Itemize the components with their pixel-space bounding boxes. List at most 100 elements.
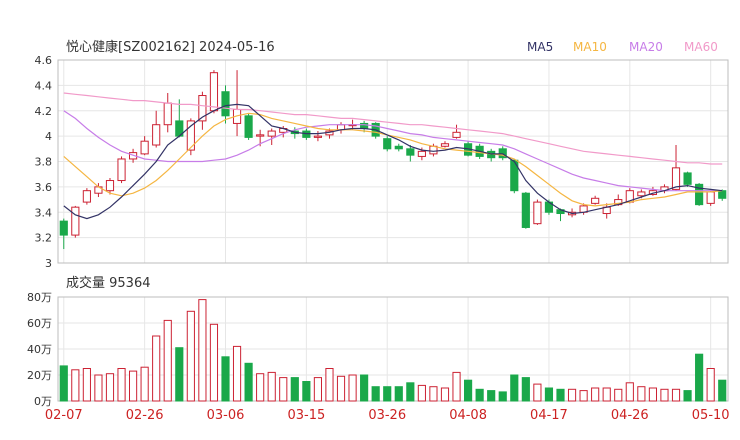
candle-body [695, 183, 704, 206]
price-tick-label: 3.2 [35, 232, 53, 245]
volume-bar [163, 319, 172, 402]
candle [591, 195, 600, 205]
volume-bar [279, 377, 288, 402]
candle-body [198, 95, 207, 122]
price-tick-label: 4 [45, 130, 52, 143]
price-tick-label: 4.2 [35, 105, 53, 118]
candle [498, 146, 507, 161]
legend-ma20: MA20 [629, 40, 663, 54]
ma20-line [63, 110, 723, 192]
candle-body [440, 143, 450, 147]
candle [394, 143, 403, 152]
candle-body [591, 197, 600, 204]
volume-bar [117, 368, 126, 402]
legend-ma5: MA5 [527, 40, 553, 54]
candle [440, 141, 450, 148]
candle-body [706, 191, 715, 204]
date-tick-label: 02-26 [126, 408, 164, 423]
candle-body [718, 190, 727, 199]
volume-bar [325, 368, 334, 402]
volume-bar [417, 384, 426, 402]
volume-bar [683, 390, 692, 402]
volume-bar [521, 377, 530, 402]
volume-label: 成交量 95364 [66, 275, 151, 291]
candle [82, 188, 91, 205]
volume-axis: 80万 60万 40万 20万 0万 [27, 291, 52, 408]
date-tick-label: 03-06 [207, 408, 245, 423]
volume-tick-label: 60万 [27, 317, 52, 330]
volume-bar [175, 347, 184, 402]
candle-body [244, 115, 253, 138]
candle-body [163, 102, 172, 126]
volume-tick-label: 40万 [27, 343, 52, 356]
candle [117, 156, 126, 184]
candle [221, 85, 230, 124]
date-tick-label: 04-17 [530, 408, 568, 423]
volume-bar [82, 368, 91, 402]
volume-bar [464, 379, 473, 402]
candle [198, 91, 207, 130]
volume-bar [371, 386, 380, 402]
candle [683, 171, 692, 187]
price-grid [58, 59, 728, 264]
volume-bar [348, 374, 357, 402]
candle [163, 92, 172, 133]
chart-title: 悦心健康[SZ002162] 2024-05-16 [66, 39, 275, 55]
candle [232, 70, 242, 137]
price-panel-frame [57, 59, 729, 264]
volume-bar [290, 377, 299, 402]
candle-body [105, 180, 115, 192]
candle [533, 199, 542, 225]
volume-bar [718, 379, 727, 402]
volume-tick-label: 0万 [34, 395, 52, 408]
candle [706, 190, 715, 206]
volume-bar [105, 373, 115, 402]
volume-bar [267, 371, 276, 402]
candle [671, 145, 681, 191]
candle [105, 177, 115, 195]
date-tick-label: 02-07 [45, 408, 83, 423]
volume-bar [129, 370, 138, 402]
candle-body [683, 172, 692, 185]
date-tick-label: 04-08 [449, 408, 487, 423]
volume-bar [556, 388, 565, 402]
volume-bar [498, 391, 507, 402]
volume-bar [567, 388, 577, 402]
volume-bar [244, 362, 253, 402]
candle [487, 148, 496, 162]
volume-bar [533, 383, 542, 402]
volume-bar [671, 388, 681, 402]
candle [152, 110, 161, 148]
candle [71, 205, 80, 238]
candle [452, 124, 461, 139]
candle-body [406, 148, 415, 156]
candle-body [510, 159, 519, 192]
candle [175, 99, 184, 138]
candle-body [417, 150, 426, 157]
price-tick-label: 4.6 [35, 54, 53, 67]
price-tick-label: 3.6 [35, 181, 53, 194]
volume-tick-label: 20万 [27, 369, 52, 382]
price-tick-label: 4.4 [35, 79, 53, 92]
volume-bar [544, 387, 554, 402]
candle [302, 128, 311, 140]
candle [602, 203, 611, 219]
date-tick-label: 05-10 [692, 408, 730, 423]
candle [267, 128, 276, 146]
candle-body [313, 135, 322, 138]
volume-bar [198, 299, 207, 402]
candle [244, 113, 253, 140]
volume-bar [406, 382, 415, 402]
date-tick-label: 03-26 [368, 408, 406, 423]
ma10-line [63, 112, 723, 207]
volume-bar [59, 365, 68, 402]
volume-bar [440, 387, 450, 402]
candle [186, 118, 195, 156]
candle [660, 184, 669, 194]
candle-body [498, 148, 507, 159]
volume-bar [336, 375, 346, 402]
candle-body [452, 131, 461, 138]
candle-body [221, 91, 230, 117]
volume-bar [221, 356, 230, 402]
candlesticks [59, 70, 727, 250]
